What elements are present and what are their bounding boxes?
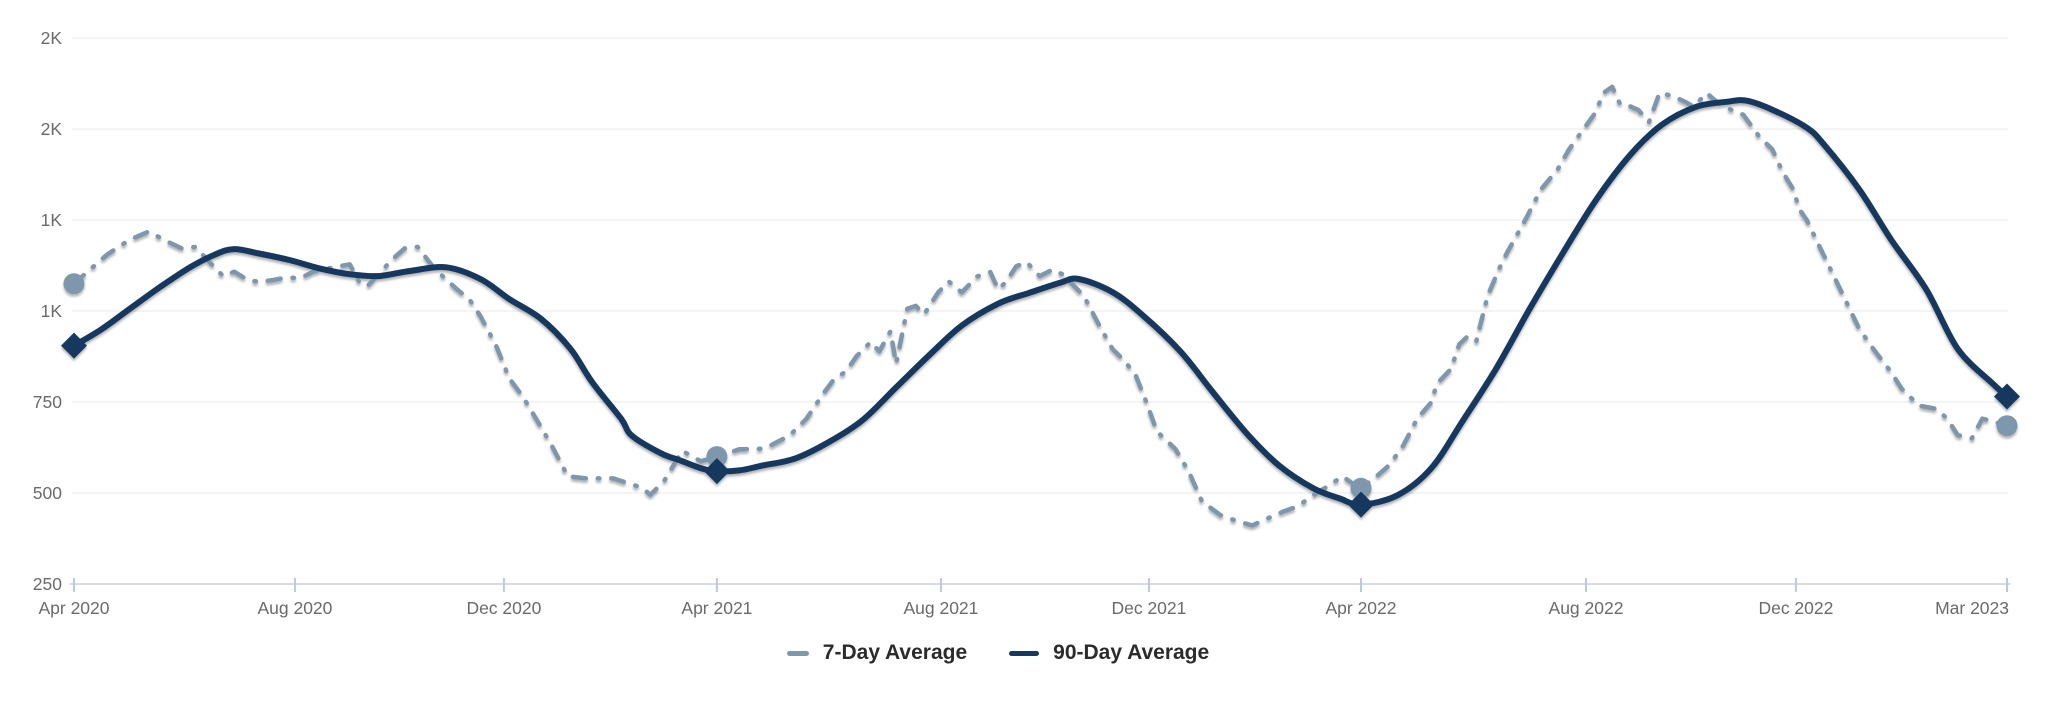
marker-90-day-diamond[interactable]	[703, 458, 730, 485]
marker-7-day-circle[interactable]	[63, 273, 85, 295]
x-axis-label: Apr 2022	[1325, 598, 1396, 618]
x-axis-label: Aug 2022	[1549, 598, 1624, 618]
x-axis-label: Aug 2021	[903, 598, 978, 618]
y-axis-label: 250	[33, 574, 62, 594]
x-axis-label: Mar 2023	[1935, 598, 2009, 618]
y-axis-label: 500	[33, 483, 62, 503]
x-axis-label: Apr 2020	[38, 598, 109, 618]
legend-label-90-day: 90-Day Average	[1053, 641, 1210, 664]
y-axis-label: 2K	[41, 119, 63, 139]
marker-90-day-diamond[interactable]	[1347, 491, 1374, 518]
x-axis-label: Dec 2022	[1758, 598, 1833, 618]
legend-swatch-90-day-dash	[1009, 650, 1040, 656]
x-axis-label: Apr 2021	[681, 598, 752, 618]
legend-swatch-7-day-dash	[786, 650, 809, 656]
marker-90-day-diamond[interactable]	[1994, 383, 2020, 410]
series-90-day-average-line[interactable]	[71, 97, 2010, 508]
x-axis-label: Aug 2020	[257, 598, 332, 618]
legend-label-7-day: 7-Day Average	[822, 641, 968, 664]
legend-item-90-day-average[interactable]: 90-Day Average	[1009, 641, 1209, 665]
legend-item-7-day-average[interactable]: 7-Day Average	[786, 641, 968, 665]
x-axis-label: Dec 2021	[1111, 598, 1186, 618]
x-axis-label: Dec 2020	[466, 598, 541, 618]
series-7-day-average-line[interactable]	[71, 84, 2010, 528]
y-axis-label: 1K	[41, 301, 63, 321]
marker-7-day-circle[interactable]	[1996, 415, 2018, 437]
marker-90-day-diamond[interactable]	[61, 332, 87, 359]
legend: 7-Day Average 90-Day Average	[0, 641, 2022, 665]
y-axis-label: 750	[33, 392, 62, 412]
marker-7-day-circle[interactable]	[706, 446, 728, 468]
y-axis-label: 2K	[41, 28, 63, 48]
y-axis-label: 1K	[41, 210, 63, 230]
marker-7-day-circle[interactable]	[1350, 477, 1372, 499]
